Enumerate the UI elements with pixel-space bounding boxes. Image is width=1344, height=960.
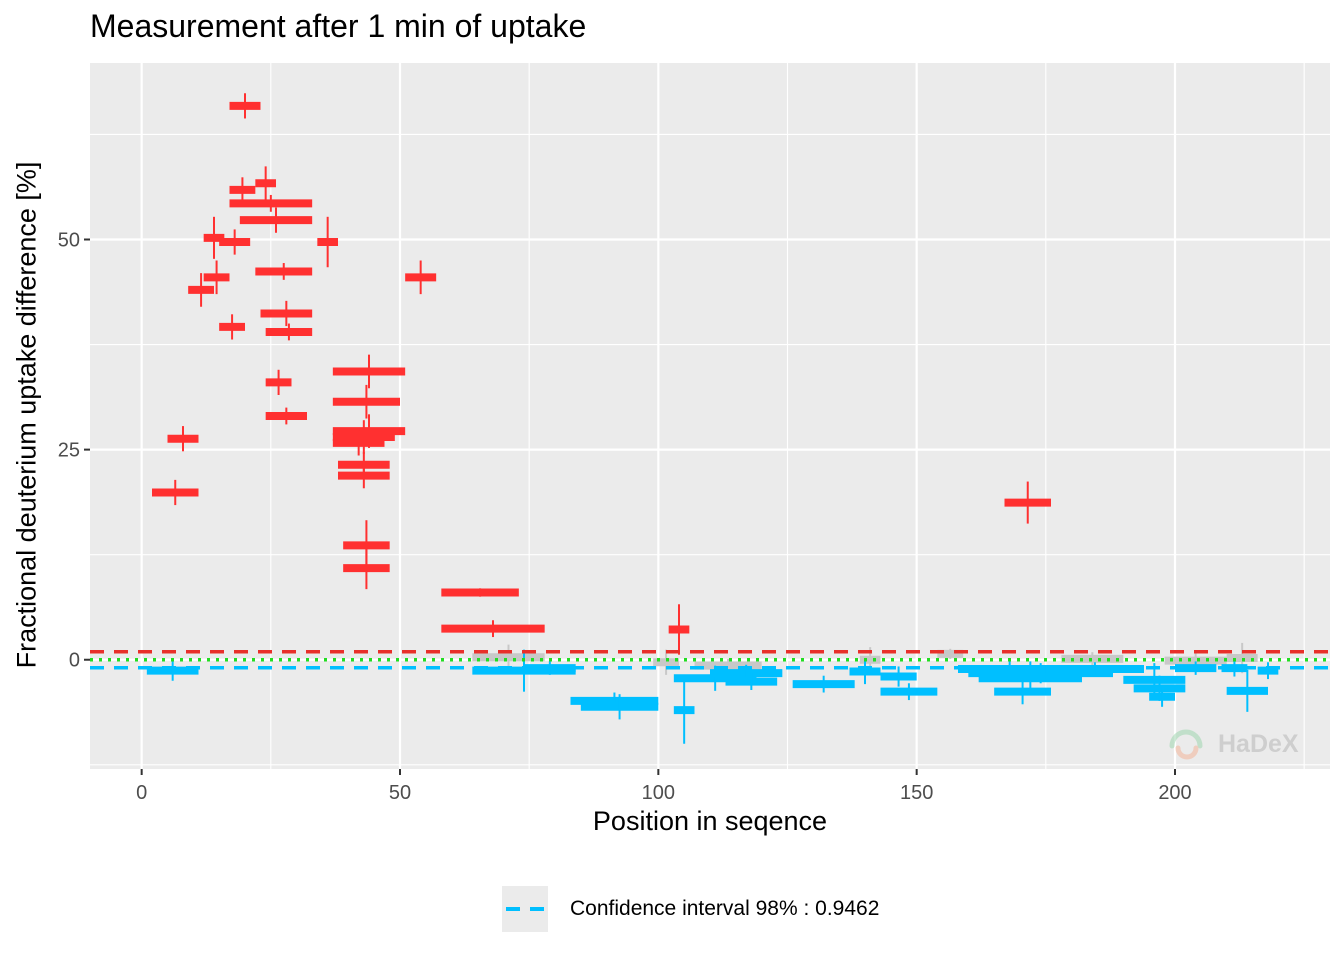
hadex-logo-text: HaDeX (1218, 729, 1299, 758)
y-tick-label: 50 (58, 230, 80, 252)
reference-lines (90, 650, 1330, 670)
x-axis-label: Position in seqence (592, 806, 828, 836)
legend-key (502, 886, 548, 932)
x-tick-label: 100 (642, 782, 675, 804)
x-tick-label: 200 (1158, 782, 1191, 804)
y-axis-label: Fractional deuterium uptake difference [… (11, 161, 42, 669)
hadex-logo-icon (1169, 729, 1203, 760)
grid-major (90, 63, 1330, 769)
x-tick-label: 0 (136, 782, 147, 804)
y-tick-label: 0 (69, 650, 80, 672)
chart-title: Measurement after 1 min of uptake (90, 8, 587, 44)
x-tick-label: 50 (389, 782, 411, 804)
y-tick-label: 25 (58, 440, 80, 462)
legend-label: Confidence interval 98% : 0.9462 (570, 897, 880, 920)
axis-ticks: 0 50 100 150 200 0 25 50 (58, 230, 1192, 805)
legend: Confidence interval 98% : 0.9462 (502, 886, 879, 932)
legend-dash (506, 907, 520, 911)
x-tick-label: 150 (900, 782, 933, 804)
grid-minor (90, 63, 1330, 769)
hadex-logo: HaDeX (1166, 726, 1299, 762)
legend-dash (530, 907, 544, 911)
